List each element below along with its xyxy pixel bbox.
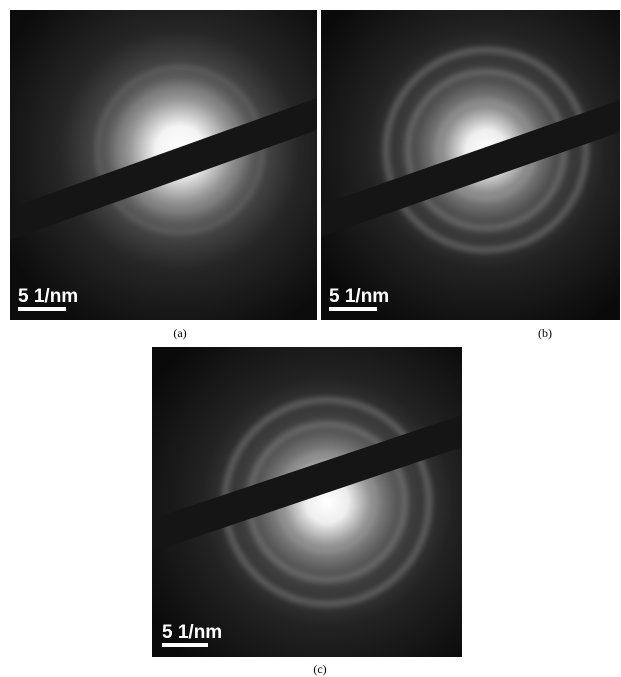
caption: (a) (173, 326, 186, 340)
scale-bar (162, 643, 208, 647)
scale-bar-label: 5 1/nm (329, 286, 389, 307)
figure: 5 1/nm (a) 5 1/nm (b) 5 1/nm (c) (0, 0, 621, 677)
panel-a: 5 1/nm (10, 10, 317, 320)
scale-bar-label: 5 1/nm (162, 622, 222, 643)
scale-bar (18, 307, 66, 311)
diffraction-image (152, 347, 462, 657)
page: body { margin: 0; width: 621px; height: … (0, 0, 621, 677)
scale-bar-label: 5 1/nm (18, 286, 78, 307)
caption: (c) (313, 662, 326, 676)
page-body: {"panels": [ {"scale_bar_label": "5 1/nm… (0, 0, 621, 677)
panel-c: 5 1/nm (152, 347, 462, 657)
scale-bar (329, 307, 377, 311)
panel-b: 5 1/nm (321, 10, 620, 320)
caption: (b) (538, 326, 552, 340)
